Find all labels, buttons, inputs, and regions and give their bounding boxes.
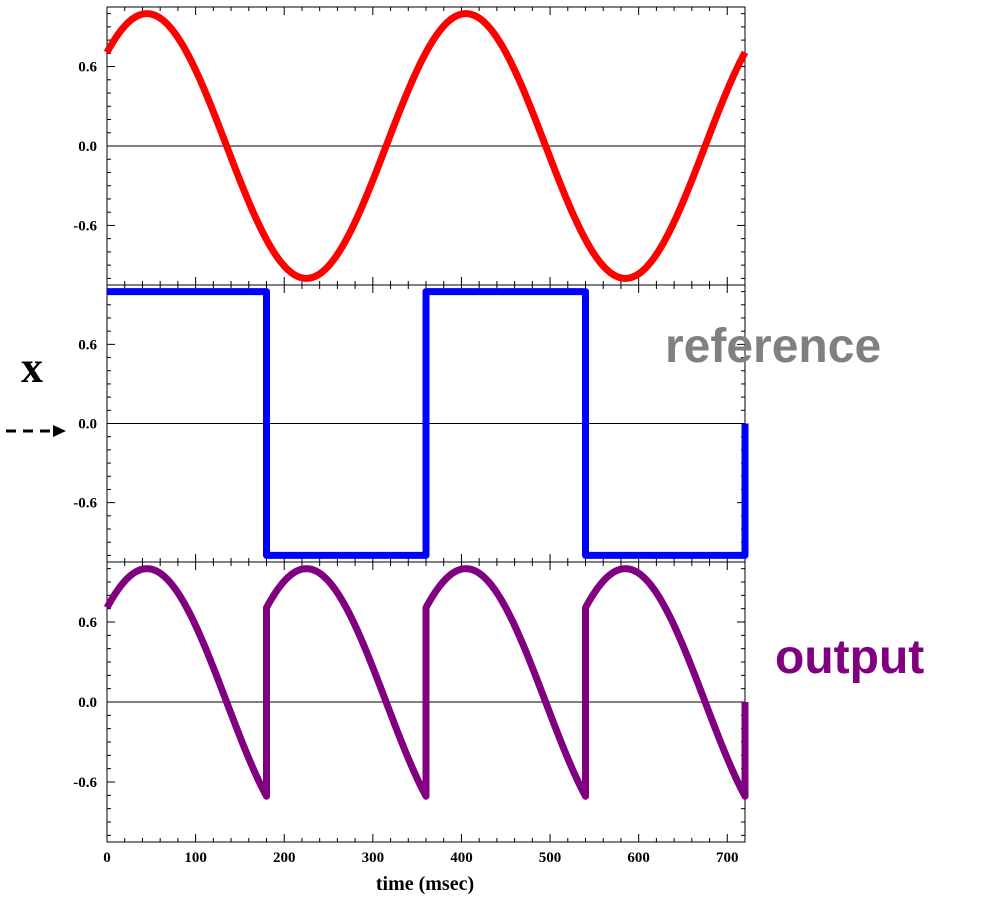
y-tick-label: 0.0 [78,417,97,433]
x-tick-label: 0 [103,850,111,866]
x-tick-label: 600 [627,850,650,866]
x-tick-label: 500 [539,850,562,866]
panel-1: 0.6 0.0 -0.6 [73,6,749,286]
dashed-arrow-icon [6,425,66,437]
y-tick-label: 0.6 [78,615,97,631]
reference-annotation: reference [665,320,881,373]
y-tick-label: 0.0 [78,139,97,155]
chart-panels: 0.6 0.0 -0.6 0.6 0.0 -0.6 0.6 0.0 -0.6 [73,6,749,843]
y-tick-label: 0.6 [78,60,97,76]
x-tick-labels: 0 100 200 300 400 500 600 700 [103,850,738,866]
x-tick-label: 700 [716,850,739,866]
x-tick-label: 300 [362,850,385,866]
x-tick-label: 100 [184,850,207,866]
y-tick-label: 0.6 [78,337,97,353]
series-line-1 [103,10,749,282]
x-tick-label: 200 [273,850,296,866]
x-signal-label: x [21,343,43,392]
y-tick-label: -0.6 [73,775,97,791]
output-annotation: output [775,631,924,684]
y-tick-label: -0.6 [73,496,97,512]
series-line-3 [103,565,749,800]
y-tick-label: -0.6 [73,218,97,234]
x-tick-label: 400 [450,850,473,866]
y-tick-label: 0.0 [78,695,97,711]
panel-2: 0.6 0.0 -0.6 [73,284,749,563]
series-line-2 [107,288,749,559]
x-axis-label: time (msec) [376,873,474,895]
panel-3: 0.6 0.0 -0.6 [73,561,749,843]
